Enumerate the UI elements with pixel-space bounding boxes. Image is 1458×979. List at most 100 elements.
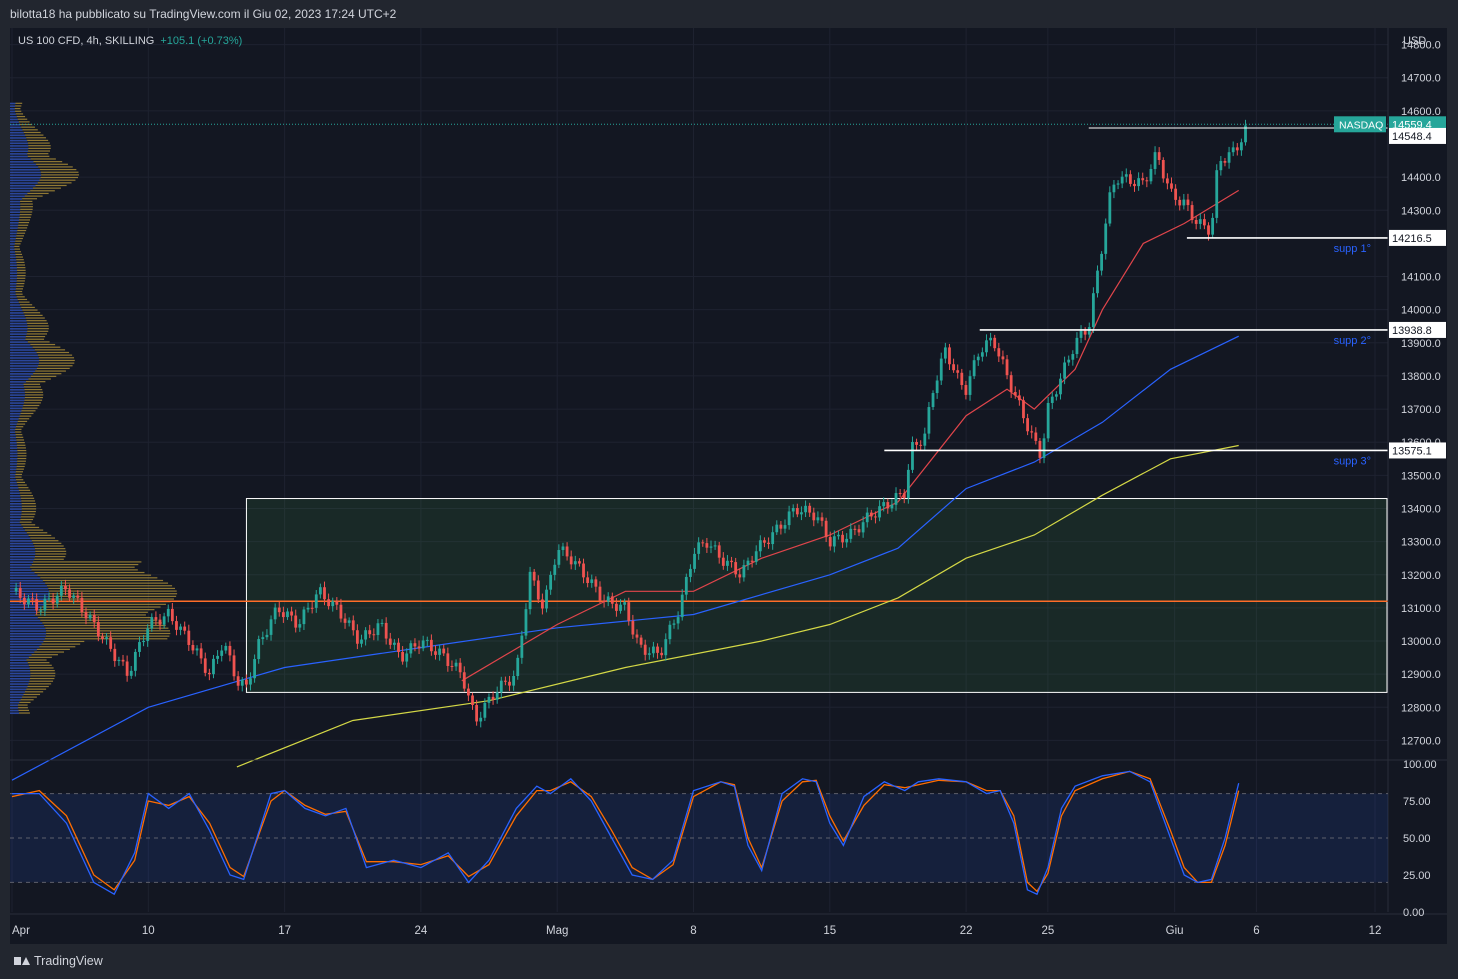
volume-bar-buy [10,643,42,646]
candle-body [902,493,906,499]
price-tag-bg [1389,229,1446,246]
candle-body [376,623,380,636]
volume-bar-sell [35,184,67,187]
volume-bar-buy [10,518,21,521]
volume-bar-sell [18,121,30,123]
candle-body [1190,205,1194,220]
footer-brand[interactable]: TradingView [14,954,103,968]
candle-body [253,659,256,679]
candle-body [1178,199,1182,206]
volume-bar-buy [10,346,33,349]
volume-bar-buy [10,389,25,391]
time-tick-label: 10 [142,925,155,937]
candle-body [392,642,396,645]
volume-bar-buy [10,569,32,571]
volume-bar-sell [22,696,37,698]
candle-body [536,580,540,600]
volume-bar-sell [17,118,28,120]
price-tick-label: 13500.0 [1401,470,1441,482]
volume-bar-buy [10,447,18,449]
volume-bar-sell [30,537,56,539]
candle-body [59,585,63,596]
volume-bar-sell [37,354,73,356]
volume-bar-sell [24,391,44,393]
brand-label: TradingView [34,954,103,968]
price-tag-value: 14216.5 [1392,233,1432,245]
candle-body [388,638,392,645]
candle-body [582,563,585,578]
candle-body [495,692,499,700]
volume-bar-buy [10,375,31,378]
volume-bar-buy [10,659,27,662]
tradingview-logo-icon [14,956,30,966]
candle-body [1030,431,1034,433]
volume-bar-buy [10,304,20,306]
volume-bar-buy [10,463,17,465]
candle-body [865,512,869,523]
volume-bar-buy [10,285,17,288]
volume-bar-buy [10,685,28,688]
volume-bar-sell [15,431,22,433]
volume-bar-buy [10,259,17,261]
candle-body [705,543,709,548]
volume-bar-sell [29,680,54,682]
volume-bar-buy [10,256,16,259]
volume-bar-buy [10,556,35,558]
candle-body [298,624,302,628]
candle-body [499,680,503,693]
candle-body [516,657,520,677]
volume-bar-buy [10,330,28,333]
price-tick-label: 12800.0 [1401,702,1441,714]
candle-body [355,630,359,644]
volume-bar-sell [16,115,26,118]
volume-bar-sell [30,343,56,346]
volume-bar-buy [10,126,22,129]
volume-bar-buy [10,118,18,121]
volume-bar-sell [24,529,44,531]
candle-body [590,579,594,583]
candle-body [240,679,244,686]
time-tick-label: 25 [1041,925,1054,937]
candle-body [512,676,516,686]
volume-bar-sell [35,553,67,555]
volume-bar-buy [10,540,32,542]
volume-bar-sell [27,322,48,324]
volume-bar-buy [10,290,16,293]
chart-frame[interactable]: supp 1° supp 2° supp 3° USD 14800.0 14700.0 14… [10,28,1447,944]
volume-bar-buy [10,476,16,479]
volume-bar-buy [10,563,32,566]
volume-bar-sell [18,222,30,224]
volume-bar-sell [45,630,170,632]
volume-bar-sell [15,476,22,478]
volume-bar-sell [25,335,46,338]
volume-bar-buy [10,121,19,123]
volume-bar-buy [10,192,28,195]
volume-bar-buy [10,683,29,685]
candle-body [68,589,71,598]
volume-bar-buy [10,203,21,206]
candle-body [351,620,355,631]
volume-bar-buy [10,155,28,158]
volume-bar-sell [18,709,30,711]
candle-body [216,655,219,659]
volume-bar-sell [16,264,26,266]
volume-bar-buy [10,343,31,346]
volume-bar-buy [10,184,36,187]
candle-body [1034,432,1038,441]
volume-bar-buy [10,468,17,471]
volume-bar-buy [10,624,45,627]
volume-bar-buy [10,707,19,709]
volume-bar-sell [31,540,59,542]
volume-bar-sell [23,404,40,407]
volume-bar-sell [21,503,36,505]
symbol-legend[interactable]: US 100 CFD, 4h, SKILLING +105.1 (+0.73%) [18,35,242,47]
volume-bar-sell [28,664,52,666]
volume-bar-sell [24,691,44,693]
volume-bar-buy [10,473,16,476]
candle-body [454,662,458,667]
volume-bar-sell [16,423,26,425]
volume-bar-sell [18,224,29,226]
volume-bar-buy [10,367,37,370]
volume-bar-sell [20,203,33,205]
